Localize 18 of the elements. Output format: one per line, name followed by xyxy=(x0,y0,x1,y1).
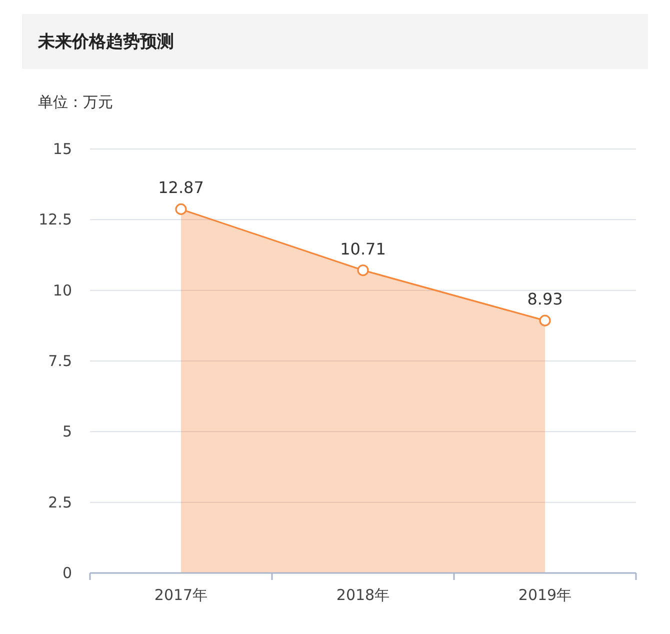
point xyxy=(175,203,187,216)
x-tick-label: 2019年 xyxy=(518,586,572,604)
x-tick-label: 2017年 xyxy=(154,586,208,604)
y-tick-label: 10 xyxy=(52,281,72,300)
y-tick-label: 0 xyxy=(62,564,72,582)
point xyxy=(357,264,369,276)
point xyxy=(539,314,551,326)
y-axis-title: 单位：万元 xyxy=(38,93,113,111)
y-tick-label: 12.5 xyxy=(38,210,72,229)
y-tick-label: 5 xyxy=(62,422,72,441)
y-tick-label: 2.5 xyxy=(48,493,72,512)
chart-title: 未来价格趋势预测 xyxy=(37,32,174,52)
data-label: 12.87 xyxy=(158,178,204,198)
x-tick-label: 2018年 xyxy=(336,586,390,604)
data-label: 10.71 xyxy=(340,239,386,258)
data-label: 8.93 xyxy=(527,290,563,309)
y-tick-label: 15 xyxy=(52,140,72,158)
y-tick-label: 7.5 xyxy=(48,352,72,370)
